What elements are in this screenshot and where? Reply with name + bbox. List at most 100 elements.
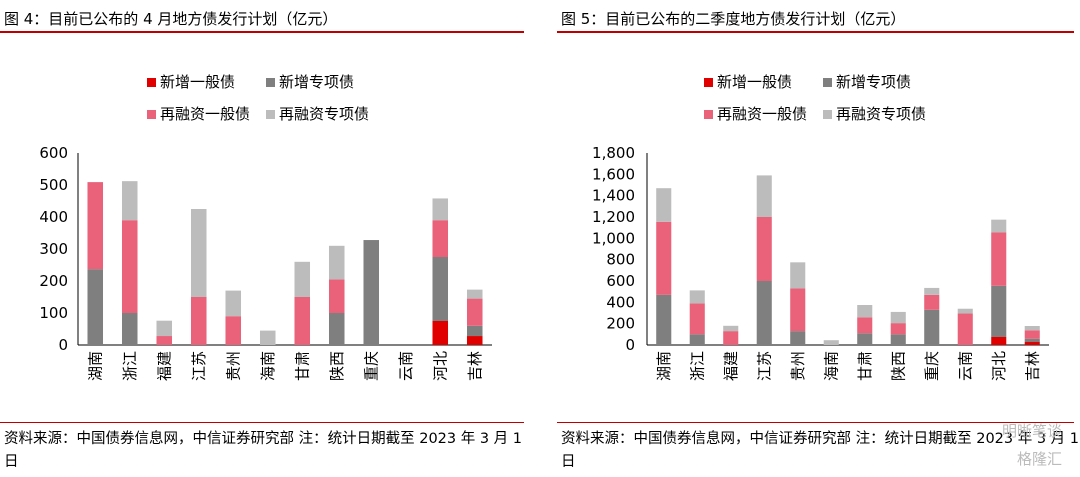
bar-segment <box>890 334 906 345</box>
legend-swatch <box>704 110 713 119</box>
chart-panel-right: 图 5：目前已公布的二季度地方债发行计划（亿元） 新增一般债 新增专项债 再融资一般… <box>557 0 1080 477</box>
bar-segment <box>1024 330 1040 339</box>
category-label: 浙江 <box>121 351 139 381</box>
bar-segment <box>924 309 940 345</box>
bar-segment <box>328 279 345 313</box>
category-label: 重庆 <box>923 351 941 381</box>
bar-segment <box>1024 338 1040 343</box>
y-tick-label: 1,400 <box>592 187 635 205</box>
category-label: 陕西 <box>889 351 907 381</box>
bar-segment <box>466 325 483 337</box>
bar-segment <box>689 303 705 335</box>
bar-segment <box>890 323 906 335</box>
category-label: 湖南 <box>655 351 673 381</box>
legend-swatch <box>704 78 713 87</box>
bar-segment <box>466 336 483 345</box>
bar-segment <box>823 340 839 345</box>
category-label: 贵州 <box>789 351 807 381</box>
y-tick-label: 400 <box>606 293 635 311</box>
y-tick-label: 1,200 <box>592 208 635 226</box>
legend-label: 再融资一般债 <box>160 105 250 123</box>
bar-segment <box>121 313 138 345</box>
bar-segment <box>756 175 772 217</box>
bar-segment <box>259 330 276 345</box>
chart-title: 图 4：目前已公布的 4 月地方债发行计划（亿元） <box>4 10 338 28</box>
bar-segment <box>857 305 873 318</box>
category-label: 吉林 <box>1023 351 1041 381</box>
title-rule <box>557 31 1074 33</box>
bar-segment <box>1024 342 1040 345</box>
legend-swatch <box>823 78 832 87</box>
y-tick-label: 1,800 <box>592 144 635 162</box>
bar-segment <box>294 297 311 345</box>
y-tick-label: 300 <box>39 240 68 258</box>
category-label: 浙江 <box>688 351 706 381</box>
y-tick-label: 500 <box>39 176 68 194</box>
category-label: 福建 <box>155 351 173 381</box>
legend-label: 再融资专项债 <box>836 105 926 123</box>
bar-segment <box>756 281 772 345</box>
bar-segment <box>857 317 873 334</box>
bar-segment <box>156 336 173 345</box>
bar-segment <box>756 217 772 281</box>
bar-segment <box>225 316 242 345</box>
source-rule <box>0 422 524 423</box>
bar-segment <box>924 294 940 310</box>
bar-segment <box>723 325 739 332</box>
watermark-text: 格隆汇 <box>1016 450 1062 468</box>
bar-segment <box>363 240 380 345</box>
legend-label: 新增专项债 <box>279 73 354 91</box>
legend-swatch <box>266 110 275 119</box>
y-tick-label: 0 <box>625 336 635 354</box>
bar-segment <box>957 313 973 345</box>
bar-segment <box>432 321 449 345</box>
watermark-text: 明晰笔谈 <box>1001 422 1062 440</box>
bar-segment <box>121 181 138 221</box>
category-label: 海南 <box>259 351 277 381</box>
bar-segment <box>656 294 672 345</box>
category-label: 云南 <box>956 351 974 381</box>
bar-segment <box>225 290 242 317</box>
bar-segment <box>890 311 906 324</box>
y-tick-label: 0 <box>58 336 68 354</box>
legend-label: 新增一般债 <box>160 73 235 91</box>
bar-segment <box>924 287 940 295</box>
bar-segment <box>87 269 104 345</box>
bar-segment <box>957 308 973 314</box>
bar-segment <box>466 298 483 326</box>
source-rule <box>557 422 1074 423</box>
bar-segment <box>991 337 1007 345</box>
y-tick-label: 1,600 <box>592 165 635 183</box>
legend-label: 新增专项债 <box>836 73 911 91</box>
bar-segment <box>156 320 173 337</box>
bar-segment <box>689 290 705 304</box>
legend-label: 再融资专项债 <box>279 105 369 123</box>
legend-swatch <box>147 110 156 119</box>
category-label: 陕西 <box>328 351 346 381</box>
category-label: 海南 <box>822 351 840 381</box>
bar-segment <box>656 221 672 295</box>
bar-segment <box>790 262 806 289</box>
bar-segment <box>294 261 311 297</box>
y-tick-label: 100 <box>39 304 68 322</box>
bar-segment <box>328 313 345 345</box>
bar-segment <box>432 257 449 321</box>
bar-segment <box>466 289 483 299</box>
title-rule <box>0 31 524 33</box>
category-label: 吉林 <box>466 351 484 381</box>
category-label: 江苏 <box>190 351 208 381</box>
source-note: 资料来源：中国债券信息网，中信证券研究部 注：统计日期截至 2023 年 3 月… <box>4 431 523 470</box>
category-label: 甘肃 <box>293 351 311 381</box>
bar-segment <box>991 285 1007 337</box>
bar-segment <box>991 232 1007 286</box>
bar-segment <box>87 182 104 270</box>
category-label: 重庆 <box>362 351 380 381</box>
y-tick-label: 800 <box>606 251 635 269</box>
y-tick-label: 200 <box>39 272 68 290</box>
bar-segment <box>689 334 705 345</box>
category-label: 福建 <box>722 351 740 381</box>
legend-label: 再融资一般债 <box>717 105 807 123</box>
bar-segment <box>991 219 1007 233</box>
source-note: 资料来源：中国债券信息网，中信证券研究部 注：统计日期截至 2023 年 3 月… <box>561 431 1080 470</box>
